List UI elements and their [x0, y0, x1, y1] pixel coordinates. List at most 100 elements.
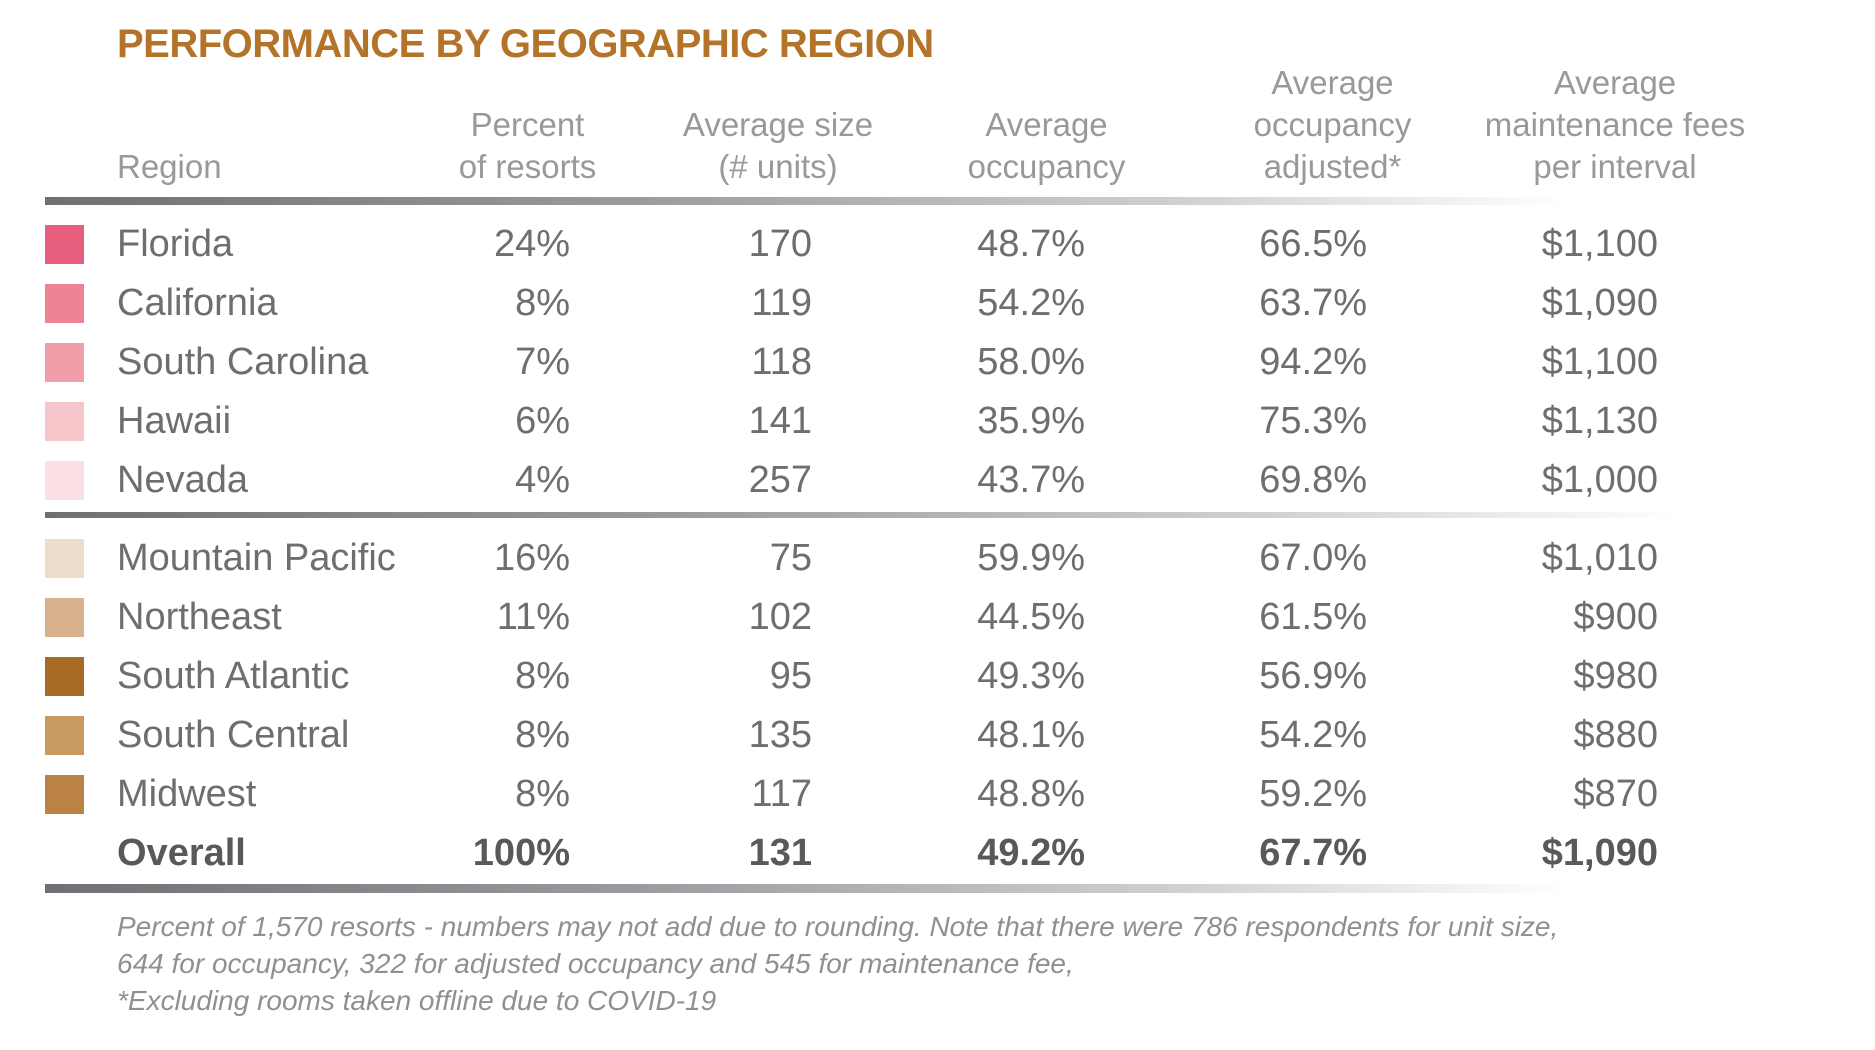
occupancy-adjusted-value: 61.5%: [1259, 596, 1367, 638]
average-occupancy-value: 43.7%: [977, 459, 1085, 501]
table-row-south-carolina: South Carolina 7% 118 58.0% 94.2% $1,100: [45, 333, 1787, 392]
table-row-florida: Florida 24% 170 48.7% 66.5% $1,100: [45, 215, 1787, 274]
maintenance-fee-value: $1,100: [1541, 341, 1658, 383]
percent-of-resorts-value: 8%: [515, 714, 570, 756]
table-row-midwest: Midwest 8% 117 48.8% 59.2% $870: [45, 765, 1787, 824]
region-name: Nevada: [117, 459, 248, 501]
percent-of-resorts-value: 8%: [515, 282, 570, 324]
occupancy-adjusted-value: 67.0%: [1259, 537, 1367, 579]
average-occupancy-value: 35.9%: [977, 400, 1085, 442]
percent-of-resorts-value: 24%: [493, 223, 570, 265]
maintenance-fee-value: $980: [1573, 655, 1658, 697]
column-header-average-occupancy: Average occupancy: [967, 106, 1126, 185]
occupancy-adjusted-value: 59.2%: [1259, 773, 1367, 815]
region-name: Northeast: [117, 596, 282, 638]
footnote-line-1: Percent of 1,570 resorts - numbers may n…: [117, 911, 1559, 942]
table-row-mountain-pacific: Mountain Pacific 16% 75 59.9% 67.0% $1,0…: [45, 529, 1787, 588]
occupancy-adjusted-value: 66.5%: [1259, 223, 1367, 265]
overall-percent-value: 100%: [472, 832, 570, 874]
region-name: South Carolina: [117, 341, 369, 383]
table-total-section: Overall 100% 131 49.2% 67.7% $1,090: [45, 824, 1787, 883]
occupancy-adjusted-value: 54.2%: [1259, 714, 1367, 756]
region-name: South Atlantic: [117, 655, 350, 697]
region-color-swatch: [45, 402, 84, 441]
percent-of-resorts-value: 7%: [515, 341, 570, 383]
footnotes: Percent of 1,570 resorts - numbers may n…: [117, 908, 1558, 1019]
percent-of-resorts-value: 16%: [493, 537, 570, 579]
maintenance-fee-value: $1,100: [1541, 223, 1658, 265]
average-size-value: 117: [751, 773, 812, 815]
average-size-value: 118: [751, 341, 812, 383]
overall-occupancy-value: 49.2%: [977, 832, 1085, 874]
average-size-value: 102: [748, 596, 812, 638]
region-color-swatch: [45, 461, 84, 500]
occupancy-adjusted-value: 56.9%: [1259, 655, 1367, 697]
region-color-swatch: [45, 539, 84, 578]
maintenance-fee-value: $1,010: [1541, 537, 1658, 579]
overall-fee-value: $1,090: [1541, 832, 1658, 874]
average-occupancy-value: 59.9%: [977, 537, 1085, 579]
maintenance-fee-value: $1,000: [1541, 459, 1658, 501]
table-row-northeast: Northeast 11% 102 44.5% 61.5% $900: [45, 588, 1787, 647]
region-color-swatch: [45, 284, 84, 323]
average-occupancy-value: 44.5%: [977, 596, 1085, 638]
region-name: Midwest: [117, 773, 257, 815]
average-occupancy-value: 48.8%: [977, 773, 1085, 815]
column-header-percent-of-resorts: Percent of resorts: [458, 106, 597, 185]
maintenance-fee-value: $1,090: [1541, 282, 1658, 324]
table-group-regions: Mountain Pacific 16% 75 59.9% 67.0% $1,0…: [45, 529, 1787, 824]
overall-adjusted-value: 67.7%: [1259, 832, 1367, 874]
table-row-overall: Overall 100% 131 49.2% 67.7% $1,090: [45, 824, 1787, 883]
table-group-states: Florida 24% 170 48.7% 66.5% $1,100 Calif…: [45, 215, 1787, 510]
region-color-swatch: [45, 775, 84, 814]
average-occupancy-value: 58.0%: [977, 341, 1085, 383]
footnote-line-2: 644 for occupancy, 322 for adjusted occu…: [117, 948, 1074, 979]
region-color-swatch: [45, 657, 84, 696]
occupancy-adjusted-value: 94.2%: [1259, 341, 1367, 383]
average-size-value: 170: [748, 223, 812, 265]
column-header-occupancy-adjusted: Average occupancy adjusted*: [1253, 64, 1412, 185]
table-row-south-atlantic: South Atlantic 8% 95 49.3% 56.9% $980: [45, 647, 1787, 706]
average-size-value: 119: [751, 282, 812, 324]
percent-of-resorts-value: 8%: [515, 655, 570, 697]
header-divider: [45, 197, 1665, 205]
region-name: Mountain Pacific: [117, 537, 396, 579]
maintenance-fee-value: $1,130: [1541, 400, 1658, 442]
average-occupancy-value: 48.7%: [977, 223, 1085, 265]
footer-divider: [45, 884, 1665, 893]
table-row-nevada: Nevada 4% 257 43.7% 69.8% $1,000: [45, 451, 1787, 510]
region-name: Hawaii: [117, 400, 232, 442]
maintenance-fee-value: $880: [1573, 714, 1658, 756]
average-size-value: 75: [769, 537, 812, 579]
percent-of-resorts-value: 8%: [515, 773, 570, 815]
occupancy-adjusted-value: 69.8%: [1259, 459, 1367, 501]
average-occupancy-value: 48.1%: [977, 714, 1085, 756]
percent-of-resorts-value: 11%: [496, 596, 570, 638]
column-header-region: Region: [117, 148, 222, 185]
overall-size-value: 131: [748, 832, 812, 874]
column-header-maintenance-fees: Average maintenance fees per interval: [1484, 64, 1746, 185]
table-row-hawaii: Hawaii 6% 141 35.9% 75.3% $1,130: [45, 392, 1787, 451]
maintenance-fee-value: $870: [1573, 773, 1658, 815]
region-name: Florida: [117, 223, 234, 265]
percent-of-resorts-value: 6%: [515, 400, 570, 442]
maintenance-fee-value: $900: [1573, 596, 1658, 638]
occupancy-adjusted-value: 75.3%: [1259, 400, 1367, 442]
region-color-swatch: [45, 343, 84, 382]
page-title: PERFORMANCE BY GEOGRAPHIC REGION: [117, 22, 934, 66]
table-row-california: California 8% 119 54.2% 63.7% $1,090: [45, 274, 1787, 333]
region-color-swatch: [45, 225, 84, 264]
region-color-swatch: [45, 598, 84, 637]
overall-label: Overall: [117, 832, 246, 874]
table-row-south-central: South Central 8% 135 48.1% 54.2% $880: [45, 706, 1787, 765]
region-color-swatch: [45, 716, 84, 755]
average-occupancy-value: 49.3%: [977, 655, 1085, 697]
region-name: South Central: [117, 714, 350, 756]
group-divider: [45, 512, 1785, 518]
average-size-value: 141: [748, 400, 812, 442]
percent-of-resorts-value: 4%: [515, 459, 570, 501]
column-header-average-size: Average size (# units): [682, 106, 874, 185]
occupancy-adjusted-value: 63.7%: [1259, 282, 1367, 324]
average-size-value: 257: [748, 459, 812, 501]
